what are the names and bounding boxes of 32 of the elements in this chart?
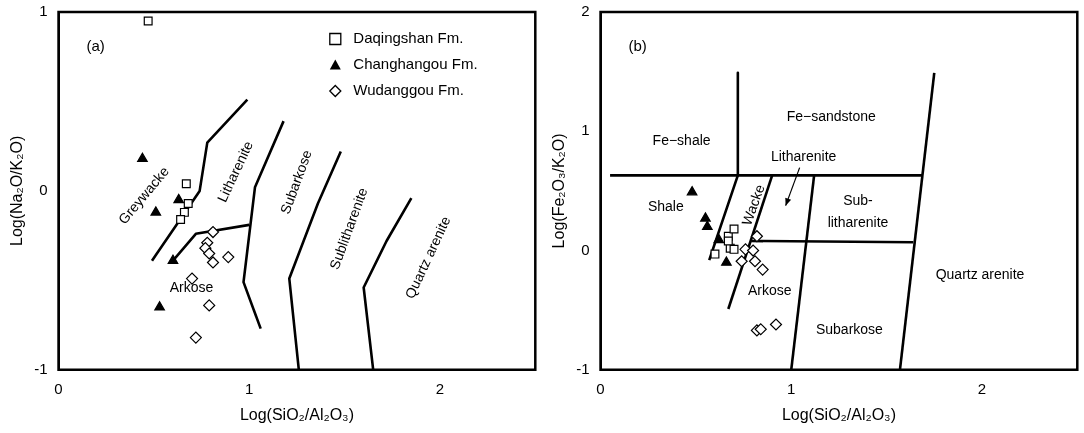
x-tick-label: 1: [245, 379, 254, 397]
x-tick-label: 1: [787, 379, 796, 397]
annotation: Litharenite: [770, 148, 837, 165]
text: (a): [86, 37, 105, 55]
annotation: Arkose: [169, 278, 214, 295]
x-tick-label: 2: [977, 379, 987, 397]
x-tick-label: 0: [54, 379, 63, 397]
annotation: Arkose: [748, 281, 792, 298]
annotation: Shale: [647, 197, 684, 214]
annotation: Fe−sandstone: [786, 108, 877, 125]
x-axis-title: Log(SiO₂/Al₂O₃): [781, 405, 896, 423]
y-tick-label: 1: [39, 2, 48, 20]
y-tick-label: -1: [576, 359, 590, 377]
legend-label: Wudanggou Fm.: [353, 81, 464, 99]
x-tick-label: 0: [596, 379, 605, 397]
annotation: Subarkose: [815, 321, 884, 338]
legend-label: Changhangou Fm.: [353, 55, 478, 73]
text: (b): [628, 37, 647, 55]
annotation: Quartz arenite: [935, 266, 1025, 283]
x-tick-label: 2: [435, 379, 445, 397]
y-tick-label: 1: [581, 121, 590, 139]
y-tick-label: 0: [581, 240, 590, 258]
annotation: Fe−shale: [652, 132, 711, 149]
y-axis-title: Log(Fe₂O₃/K₂O): [550, 133, 568, 249]
annotation: Wacke: [738, 182, 768, 228]
x-axis-title: Log(SiO₂/Al₂O₃): [239, 405, 354, 423]
y-tick-label: 2: [581, 2, 590, 20]
y-tick-label: -1: [34, 359, 48, 377]
annotation: Sub- litharenite: [827, 191, 889, 230]
y-axis-title: Log(Na₂O/K₂O): [8, 135, 26, 247]
legend-label: Daqingshan Fm.: [353, 29, 464, 47]
y-tick-label: 0: [39, 181, 48, 199]
